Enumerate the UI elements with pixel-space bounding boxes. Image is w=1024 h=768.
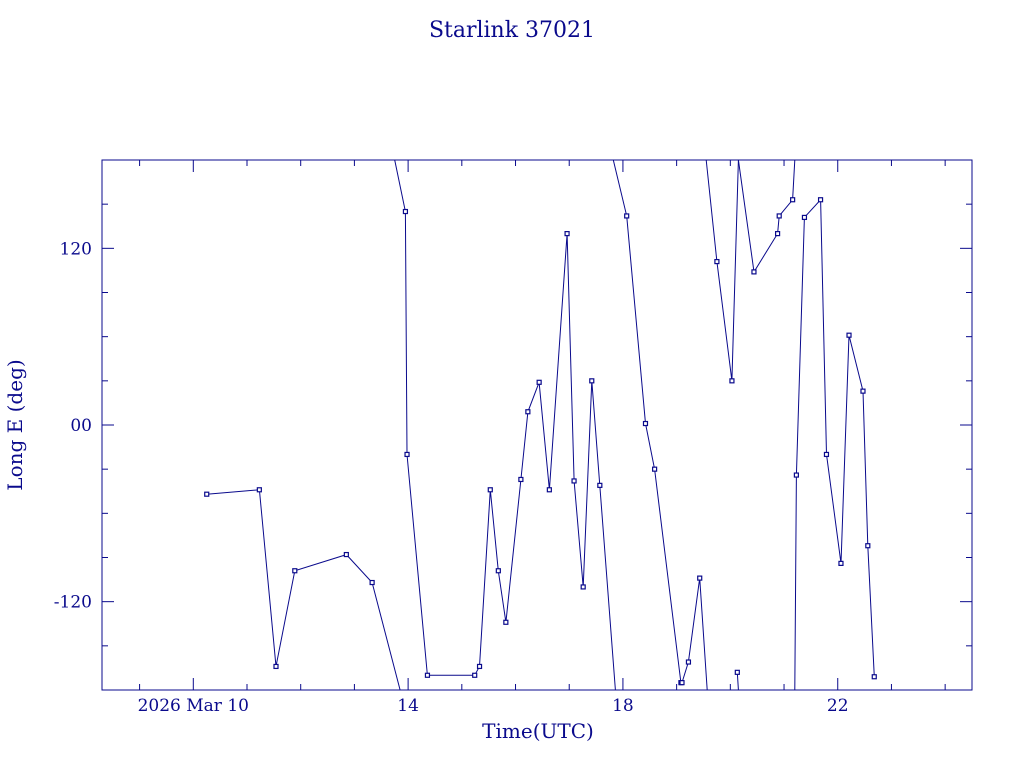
data-point [642, 420, 649, 427]
data-point [536, 379, 542, 385]
y-tick-label: -120 [54, 593, 92, 613]
data-point [679, 680, 685, 686]
series-segment [794, 198, 875, 691]
data-point [589, 378, 595, 384]
data-point [734, 669, 740, 675]
data-point [793, 472, 799, 478]
data-point [624, 213, 630, 219]
x-tick-label: 2026 Mar 10 [138, 696, 249, 716]
series-segment [206, 489, 401, 691]
data-point [487, 487, 493, 493]
data-point [546, 487, 552, 493]
x-tick-label: 18 [612, 696, 634, 716]
data-point [597, 482, 603, 488]
data-point [860, 388, 866, 394]
data-point [751, 269, 757, 275]
data-point [774, 231, 781, 237]
chart-title: Starlink 37021 [429, 18, 595, 43]
axis-ticks [102, 160, 972, 690]
data-point [846, 332, 852, 338]
y-tick-label: 120 [60, 239, 92, 259]
data-point [823, 451, 830, 458]
x-axis-label: Time(UTC) [482, 719, 594, 743]
data-point [273, 663, 279, 670]
data-point [495, 568, 501, 574]
tick-labels: 2026 Mar 10 14 18 22 120 00 -120 [54, 239, 849, 716]
series-markers [204, 197, 877, 686]
data-point [292, 568, 298, 574]
x-tick-label: 14 [397, 696, 419, 716]
data-point [518, 476, 524, 483]
plot-frame [101, 159, 973, 691]
data-point [256, 487, 262, 493]
series-line [206, 159, 875, 691]
x-tick-label: 22 [827, 696, 849, 716]
data-point [685, 659, 692, 665]
series-segment [705, 159, 739, 381]
data-point [503, 619, 509, 625]
series-segment [736, 672, 739, 691]
data-point [525, 409, 531, 415]
data-point [476, 663, 483, 670]
data-point [369, 579, 375, 586]
y-tick-label: 00 [70, 416, 92, 436]
data-point [404, 451, 410, 458]
data-point [790, 197, 796, 203]
data-point [204, 491, 210, 497]
y-axis-label: Long E (deg) [3, 359, 27, 490]
data-point [871, 674, 877, 680]
data-point [838, 560, 844, 566]
data-point [571, 478, 577, 484]
series-segment [737, 159, 796, 274]
series-segment [394, 159, 616, 691]
series-segment [681, 578, 708, 691]
data-point [580, 584, 586, 590]
data-point [402, 208, 409, 215]
data-point [652, 466, 658, 472]
data-point [817, 197, 824, 203]
data-point [472, 672, 478, 678]
data-point [776, 213, 782, 219]
data-point [865, 543, 871, 549]
data-point [714, 258, 720, 265]
data-point [801, 214, 808, 221]
data-point [343, 551, 349, 558]
data-point [729, 378, 735, 384]
data-point [697, 575, 703, 581]
data-point [564, 231, 570, 237]
data-point [424, 672, 431, 678]
